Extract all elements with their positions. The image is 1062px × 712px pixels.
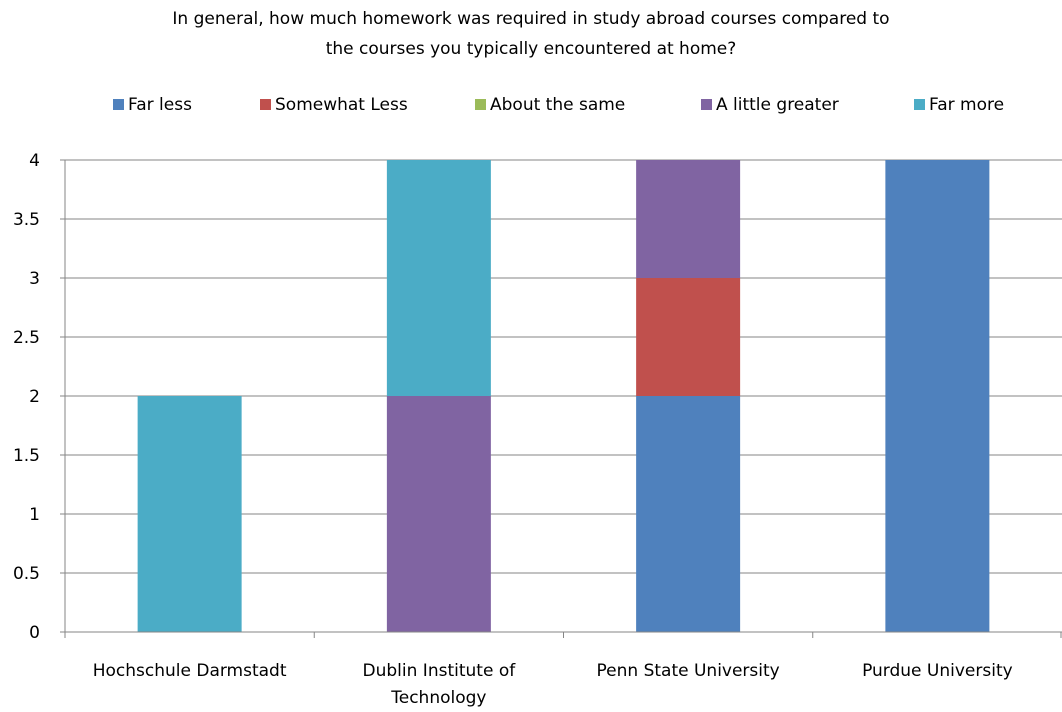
legend-swatch (914, 99, 925, 110)
legend-item: About the same (475, 95, 625, 115)
y-tick-label: 0 (29, 623, 40, 643)
bars (137, 160, 990, 632)
chart-title: In general, how much homework was requir… (172, 9, 889, 59)
x-tick-label: Dublin Institute of (363, 661, 517, 681)
y-tick-label: 1.5 (13, 446, 40, 466)
x-tick-label: Penn State University (597, 661, 780, 681)
y-tick-label: 2 (29, 387, 40, 407)
bar-segment (137, 396, 242, 632)
legend-item: Somewhat Less (260, 95, 408, 115)
chart-title-line: In general, how much homework was requir… (172, 9, 889, 29)
legend-item: Far more (914, 95, 1004, 115)
y-tick-label: 1 (29, 505, 40, 525)
x-axis-ticks (64, 632, 1062, 638)
y-tick-label: 3.5 (13, 210, 40, 230)
legend: Far less Somewhat Less About the same A lit… (113, 95, 1004, 115)
bar-segment (636, 396, 741, 632)
y-axis-ticks (60, 159, 65, 633)
legend-label: About the same (490, 95, 625, 115)
y-tick-label: 2.5 (13, 328, 40, 348)
y-tick-label: 0.5 (13, 564, 40, 584)
x-tick-label: Hochschule Darmstadt (93, 661, 287, 681)
x-tick-label: Purdue University (862, 661, 1013, 681)
legend-label: Far less (128, 95, 192, 115)
legend-label: Far more (929, 95, 1004, 115)
bar-segment (386, 396, 491, 632)
legend-swatch (113, 99, 124, 110)
bar-segment (386, 160, 491, 396)
legend-item: A little greater (701, 95, 839, 115)
bar-segment (636, 278, 741, 396)
y-tick-label: 4 (29, 151, 40, 171)
legend-swatch (701, 99, 712, 110)
chart-title-line: the courses you typically encountered at… (326, 39, 737, 59)
y-tick-label: 3 (29, 269, 40, 289)
legend-swatch (260, 99, 271, 110)
bar-segment (885, 160, 990, 632)
legend-swatch (475, 99, 486, 110)
bar-segment (636, 160, 741, 278)
legend-label: A little greater (716, 95, 839, 115)
legend-label: Somewhat Less (275, 95, 408, 115)
x-tick-label: Technology (390, 688, 486, 708)
x-axis-labels: Hochschule Darmstadt Dublin Institute of T… (93, 661, 1013, 708)
y-axis-tick-labels: 0 0.5 1 1.5 2 2.5 3 3.5 4 (13, 151, 40, 643)
legend-item: Far less (113, 95, 192, 115)
